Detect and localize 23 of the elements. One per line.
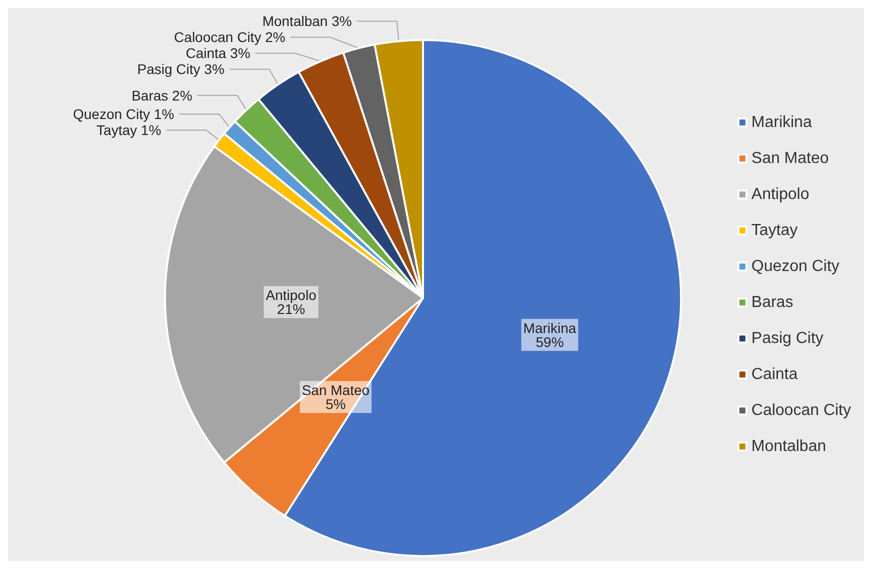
legend-label: San Mateo: [751, 150, 829, 167]
category-label: Baras 2%: [132, 87, 192, 104]
category-label: Pasig City 3%: [137, 61, 224, 78]
category-label: Montalban 3%: [262, 13, 352, 30]
legend-label: Cainta: [751, 366, 798, 383]
legend-label: Pasig City: [751, 330, 824, 347]
data-label: 21%: [277, 301, 306, 318]
legend-label: Taytay: [751, 222, 798, 239]
legend-label: Antipolo: [751, 186, 810, 203]
data-label: 59%: [536, 334, 564, 350]
legend-label: Caloocan City: [751, 402, 852, 419]
data-label: 5%: [326, 396, 346, 412]
slice-label: Antipolo: [266, 287, 317, 304]
category-label: Quezon City 1%: [72, 106, 174, 122]
legend-label: Quezon City: [751, 258, 840, 275]
category-label: Caloocan City 2%: [174, 29, 286, 46]
legend-label: Baras: [751, 294, 794, 311]
legend-label: Marikina: [751, 114, 812, 131]
slice-label: Marikina: [523, 320, 576, 336]
category-label: Cainta 3%: [186, 45, 250, 62]
legend-label: Montalban: [751, 438, 826, 455]
slice-label: San Mateo: [302, 382, 370, 398]
category-label: Taytay 1%: [96, 122, 162, 138]
